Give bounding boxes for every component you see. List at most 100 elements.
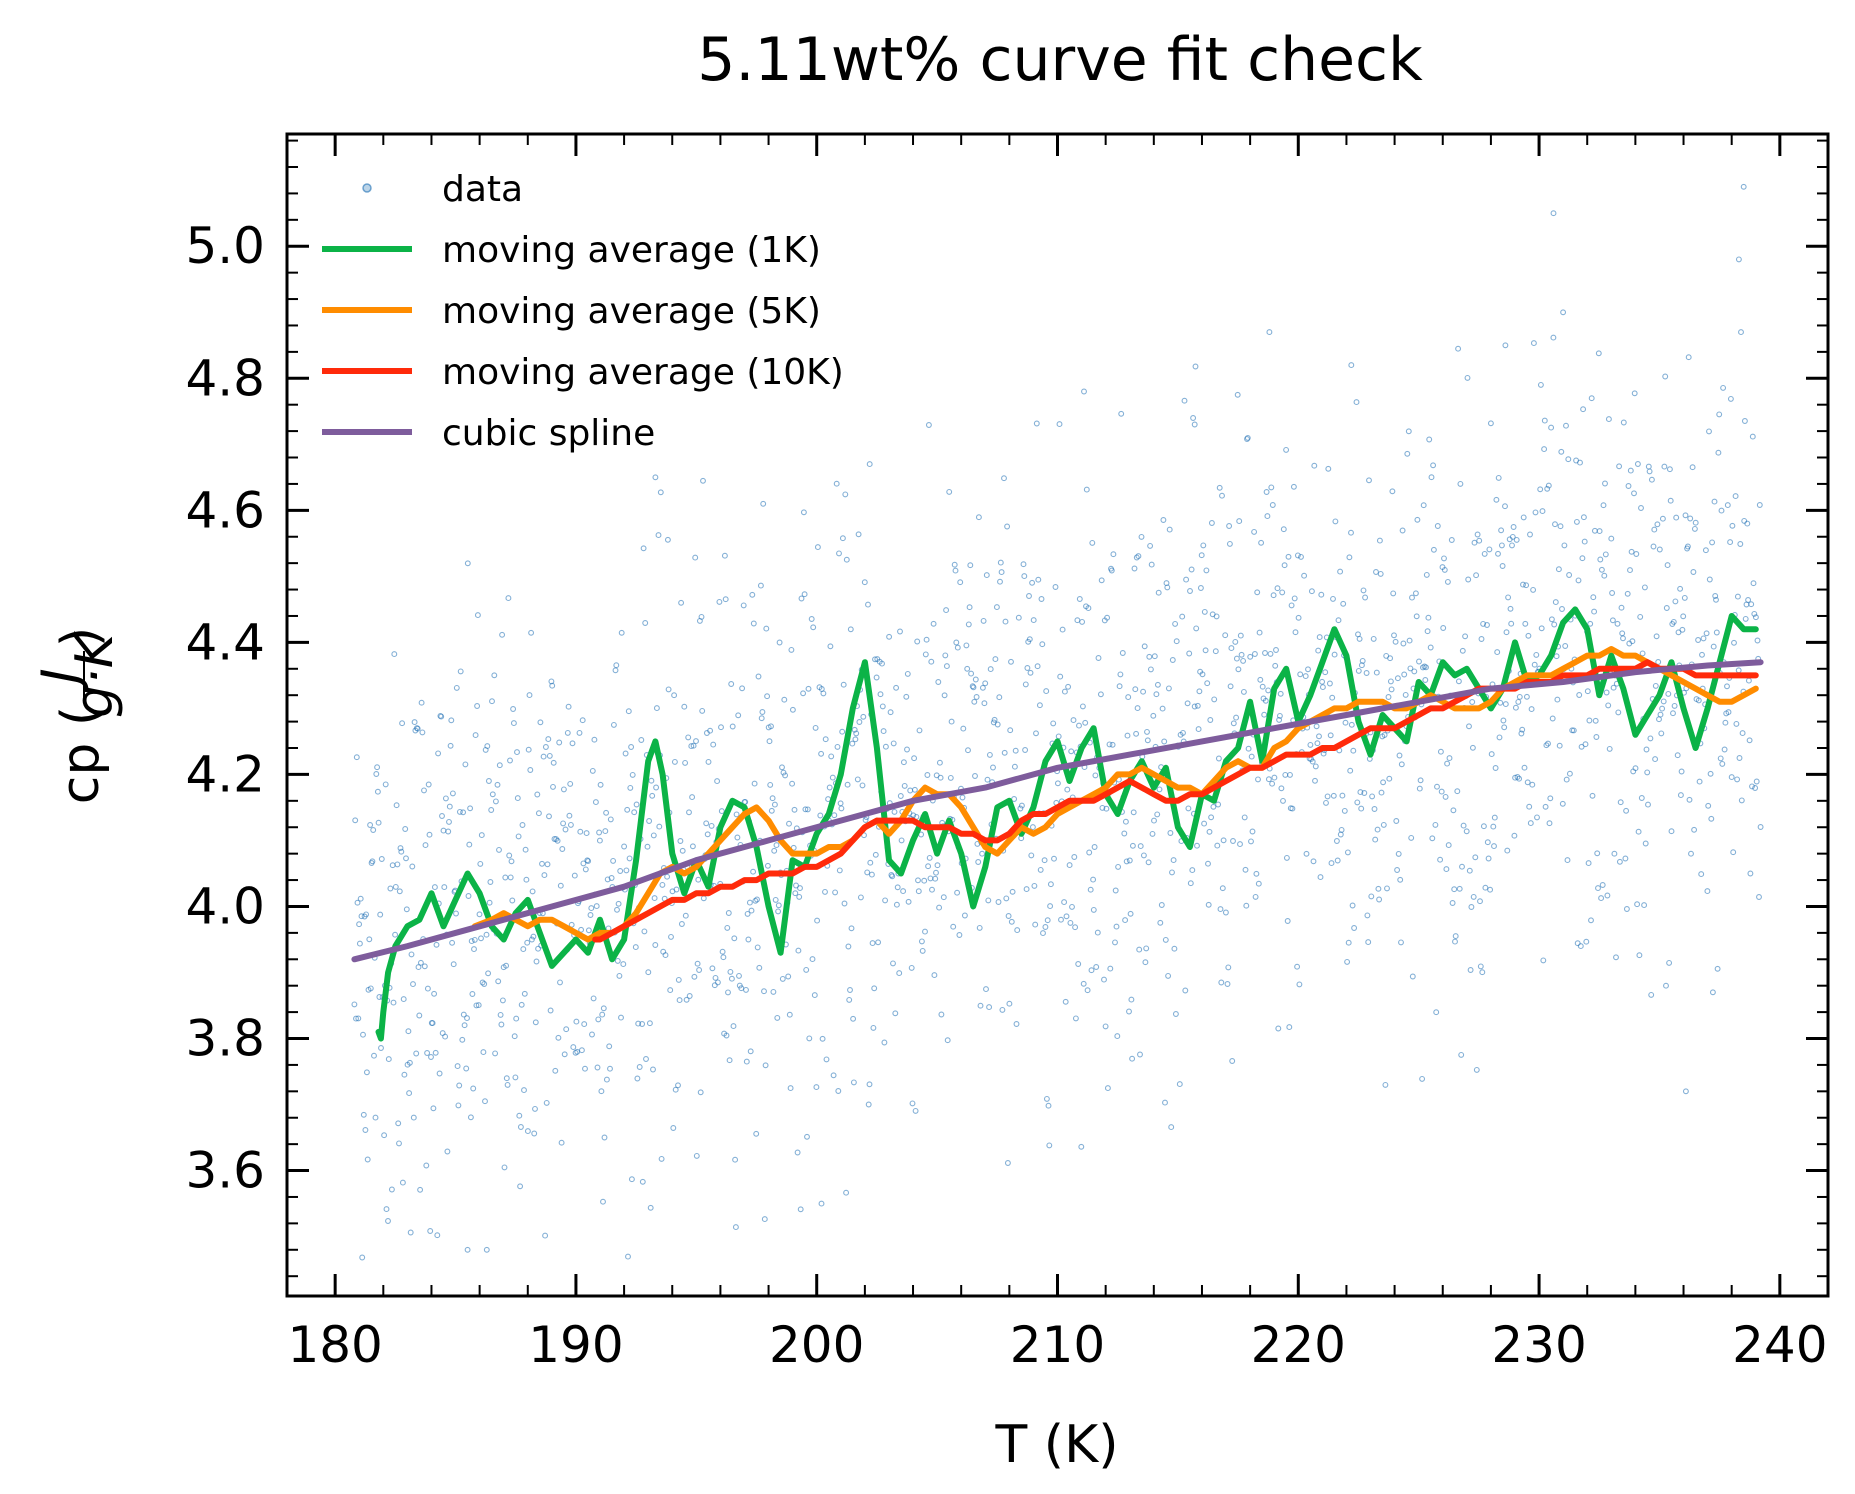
data-point: [426, 831, 433, 838]
data-point: [752, 897, 759, 904]
data-point: [1206, 828, 1213, 835]
data-point: [887, 709, 894, 716]
data-point: [1533, 651, 1540, 658]
data-point: [1065, 683, 1072, 690]
data-point: [389, 862, 396, 869]
data-point: [882, 897, 889, 904]
data-point: [1055, 733, 1062, 740]
data-point: [833, 480, 840, 487]
data-point: [400, 996, 407, 1003]
data-point: [598, 1088, 605, 1095]
data-point: [521, 990, 528, 997]
data-point: [373, 771, 380, 777]
data-point: [1512, 704, 1519, 711]
data-point: [1149, 830, 1156, 837]
data-point: [1314, 740, 1321, 747]
data-point: [583, 830, 590, 837]
data-point: [1534, 814, 1540, 821]
data-point: [544, 861, 551, 868]
data-point: [764, 862, 771, 869]
data-point: [1360, 587, 1367, 594]
data-point: [971, 698, 978, 705]
data-point: [1477, 963, 1484, 970]
data-point: [1218, 979, 1225, 986]
data-point: [1734, 776, 1741, 783]
data-point: [944, 1037, 951, 1044]
data-point: [1123, 858, 1130, 865]
data-point: [659, 881, 666, 888]
data-point: [708, 822, 715, 829]
data-point: [743, 1058, 750, 1065]
data-point: [814, 544, 821, 551]
data-point: [1464, 374, 1471, 381]
data-point: [932, 875, 939, 882]
data-point: [1130, 809, 1137, 816]
data-point: [471, 936, 478, 943]
data-point: [1051, 855, 1057, 862]
data-point: [1056, 421, 1063, 428]
data-point: [560, 820, 567, 827]
data-point: [639, 1178, 646, 1185]
series-line-cubic-spline: [351, 659, 1764, 963]
data-point: [798, 595, 805, 602]
data-point: [967, 562, 974, 569]
data-point: [707, 727, 714, 734]
data-point: [1068, 748, 1075, 755]
data-point: [1514, 774, 1521, 780]
data-point: [806, 1035, 813, 1042]
data-point: [355, 1015, 362, 1022]
data-point: [1342, 719, 1349, 726]
y-tick-label: 4.6: [185, 481, 265, 539]
data-point: [1400, 640, 1407, 647]
data-point: [1285, 553, 1292, 560]
data-point: [1595, 885, 1601, 892]
data-point: [471, 946, 477, 953]
data-point: [1529, 781, 1536, 788]
data-point: [584, 857, 591, 864]
data-point: [1668, 828, 1675, 835]
data-point: [581, 1021, 588, 1028]
data-point: [1382, 1081, 1389, 1088]
data-point: [1704, 888, 1711, 895]
data-point: [685, 734, 692, 741]
data-point: [449, 790, 456, 797]
data-point: [555, 1034, 562, 1041]
data-point: [610, 721, 617, 728]
data-point: [835, 1088, 842, 1094]
data-point: [964, 665, 971, 672]
data-point: [546, 752, 553, 759]
data-point: [1194, 702, 1201, 709]
data-point: [1387, 678, 1394, 685]
data-point: [1114, 1033, 1121, 1040]
data-point: [721, 552, 728, 559]
data-point: [1290, 483, 1297, 490]
data-point: [950, 923, 957, 930]
data-point: [668, 933, 674, 940]
data-point: [682, 759, 689, 766]
data-point: [1235, 666, 1242, 673]
data-point: [867, 859, 874, 866]
data-point: [1563, 422, 1569, 429]
data-point: [1531, 661, 1538, 668]
data-point: [686, 809, 692, 816]
data-point: [1747, 870, 1754, 877]
data-point: [943, 607, 950, 614]
data-point: [417, 959, 424, 966]
data-point: [1454, 788, 1461, 795]
data-point: [750, 868, 757, 875]
data-point: [1253, 870, 1260, 877]
data-point: [1210, 803, 1217, 810]
data-point: [922, 928, 928, 935]
data-point: [911, 755, 918, 762]
data-point: [912, 1107, 919, 1114]
data-point: [1195, 726, 1202, 733]
data-point: [1636, 952, 1643, 959]
data-point: [1732, 493, 1739, 500]
data-point: [1652, 682, 1659, 689]
data-point: [759, 709, 766, 715]
data-point: [476, 911, 483, 918]
data-point: [983, 572, 990, 579]
data-point: [485, 970, 492, 977]
data-point: [1319, 678, 1326, 685]
data-point: [789, 780, 796, 787]
